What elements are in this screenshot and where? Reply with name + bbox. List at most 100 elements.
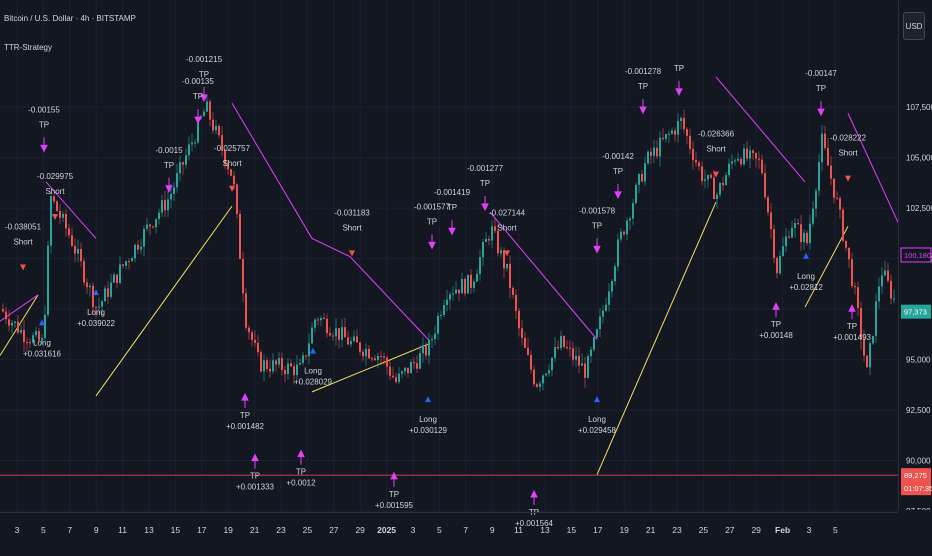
candle [407,367,409,378]
candle-body [575,355,577,360]
candle-body [383,356,385,358]
candle [56,200,58,212]
annotation-label: +0.0012 [286,479,316,488]
candle [875,293,877,343]
candle [830,156,832,186]
time-tick-label: 19 [223,525,233,535]
candle [599,308,601,338]
annotation-label: +0.028029 [294,378,333,387]
time-axis[interactable]: 3 5 7 9 11 13 15 17 19 21 23 25 27 29 2025 3 5 7 9 11 13 15 17… [0,512,898,551]
price-badge: 01:07:35 [901,481,932,496]
candle [134,243,136,263]
candle [161,194,163,217]
candle [404,367,406,376]
tp-marker-icon [530,489,538,505]
currency-button[interactable]: USD [903,12,925,40]
price-tick-label: 90,000 [906,457,931,466]
candle [221,126,223,157]
annotation-label: TP [638,82,648,91]
time-tick-label: 3 [411,525,416,535]
lower-band-segment [95,205,233,397]
candle-body [533,369,535,385]
tp-marker-icon [817,101,825,117]
candle-body [650,151,652,156]
candle-body [578,355,580,366]
candle-body [782,246,784,256]
candle-body [149,224,151,227]
candle-body [503,250,505,269]
time-tick-label: 17 [197,525,207,535]
lower-band-segment [596,201,717,475]
candle-body [299,362,301,365]
candle-body [8,319,10,326]
candle-body [23,330,25,343]
candle [98,297,100,314]
candle-body [20,330,22,333]
trade-annotation: Long +0.031616 [23,319,62,358]
candle [188,136,190,161]
candle [512,285,514,299]
candle [116,274,118,289]
trade-annotation: Long +0.029458 [578,396,617,435]
candle-body [284,369,286,375]
time-tick-label: 27 [725,525,735,535]
candle-body [671,130,673,134]
trade-annotation: -0.001578 TP [579,206,616,254]
candle-body [620,231,622,240]
candle [620,228,622,243]
candle-body [11,322,13,326]
annotation-label: +0.001564 [515,519,554,528]
candle [860,301,862,350]
candle [32,332,34,345]
candle-body [278,358,280,365]
candle [368,345,370,359]
candle [350,337,352,348]
candle-body [764,173,766,198]
candle [224,148,226,170]
candle-body [737,158,739,161]
candle [815,188,817,218]
candle [518,307,520,337]
tp-marker-icon [848,304,856,320]
candle [104,285,106,302]
trade-annotation: Long +0.02812 [789,252,823,292]
candle-body [110,282,112,297]
candle-body [143,228,145,247]
candle-body [437,315,439,334]
candle [434,325,436,345]
candle-body [125,261,127,266]
candle-body [635,184,637,204]
candle [110,273,112,300]
candle [893,289,895,304]
candle-body [44,314,46,338]
candle [593,336,595,352]
candle [293,362,295,385]
candle-body [221,135,223,151]
candle-body [581,363,583,366]
candle-body [512,288,514,295]
candle [605,297,607,313]
candle-body [113,274,115,283]
candle-body [398,373,400,382]
strategy-label[interactable]: TTR-Strategy [4,43,53,52]
candle-body [728,163,730,176]
candle [689,128,691,155]
candle-body [545,373,547,376]
candle [869,340,871,375]
candle [527,337,529,357]
annotation-label: Short [222,159,242,168]
candle [332,332,334,341]
candle-body [482,241,484,258]
trade-annotation: -0.0015 TP [155,146,183,193]
time-tick-label: 2025 [377,525,396,535]
candle-body [515,294,517,311]
long-arrow-icon [594,396,600,403]
candle-body [551,357,553,371]
price-axis[interactable]: 107,500105,000102,500100,00097,50095,000… [898,0,932,510]
candle [338,328,340,349]
candle-body [695,160,697,163]
candle [515,289,517,320]
upper-band-segment [231,102,431,342]
